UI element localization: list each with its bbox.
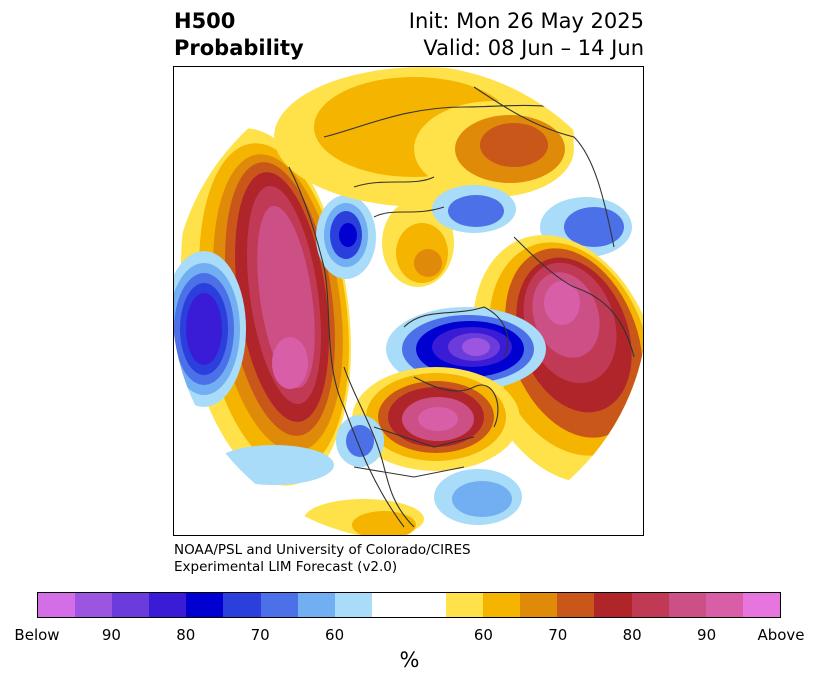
colorbar [37,592,781,618]
colorbar-tick-label: 80 [176,626,196,644]
colorbar-tick-label: Above [757,626,805,644]
colorbar-segment [75,593,113,617]
colorbar-tick-label: 60 [325,626,345,644]
anomaly-eastern-europe-above [352,367,520,471]
forecast-dates: Init: Mon 26 May 2025 Valid: 08 Jun – 14… [409,8,644,62]
colorbar-segment [149,593,187,617]
colorbar-segment [557,593,595,617]
colorbar-segment [668,593,706,617]
colorbar-segment [112,593,150,617]
colorbar-segment [260,593,298,617]
map-credit: NOAA/PSL and University of Colorado/CIRE… [174,542,471,576]
title-product: Probability [174,36,304,60]
probability-map [173,66,644,536]
credit-line-1: NOAA/PSL and University of Colorado/CIRE… [174,542,471,558]
colorbar-segment [446,593,484,617]
colorbar-segment [483,593,521,617]
colorbar-segment [297,593,335,617]
colorbar-segment [186,593,224,617]
anomaly-east-pacific-below [174,251,246,407]
colorbar-unit: % [399,648,420,672]
colorbar-segment [520,593,558,617]
colorbar-tick-label: 70 [250,626,270,644]
map-title: H500 Probability [174,8,304,62]
colorbar-tick-label: 60 [473,626,493,644]
colorbar-tick-label: 90 [697,626,717,644]
colorbar-tick-label: 80 [622,626,642,644]
colorbar-tick-label: Below [14,626,60,644]
colorbar-ticks: Below 90 80 70 60 60 70 80 90 Above [0,626,819,646]
colorbar-segment [631,593,669,617]
colorbar-segment [334,593,372,617]
colorbar-segment [742,593,780,617]
colorbar-segment [38,593,76,617]
map-canvas [174,67,643,535]
colorbar-segment [223,593,261,617]
title-variable: H500 [174,9,236,33]
valid-range: Valid: 08 Jun – 14 Jun [423,36,644,60]
init-date: Init: Mon 26 May 2025 [408,9,644,33]
anomaly-western-canada-below [316,195,376,279]
colorbar-segment [594,593,632,617]
colorbar-segment [705,593,743,617]
anomaly-arctic-above [274,67,574,287]
credit-line-2: Experimental LIM Forecast (v2.0) [174,559,398,575]
colorbar-tick-label: 90 [101,626,121,644]
colorbar-segment [371,593,447,617]
colorbar-tick-label: 70 [548,626,568,644]
